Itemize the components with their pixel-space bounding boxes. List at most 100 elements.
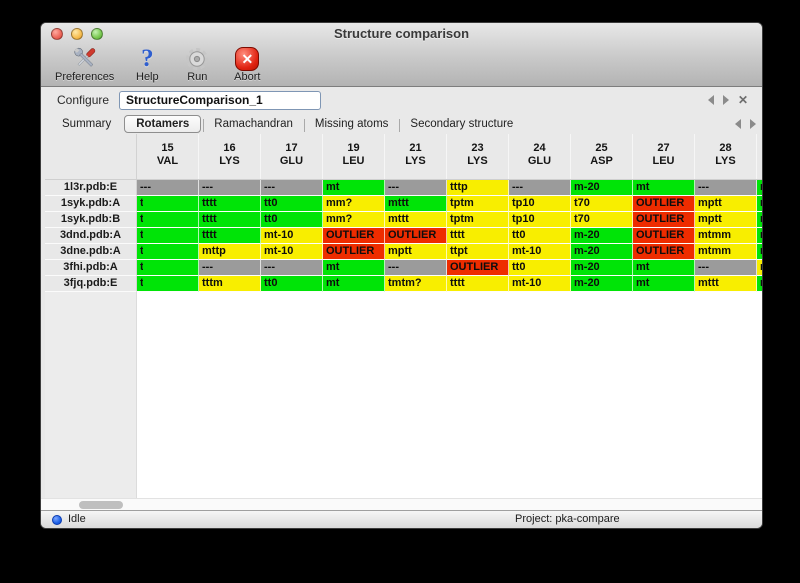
- run-button[interactable]: Run: [180, 45, 214, 83]
- rotamer-cell[interactable]: mt: [323, 276, 385, 292]
- rotamer-cell[interactable]: tptm: [447, 212, 509, 228]
- row-header[interactable]: 1syk.pdb:A: [45, 196, 137, 212]
- rotamer-cell[interactable]: mttp: [199, 244, 261, 260]
- rotamer-cell[interactable]: mt-10: [509, 244, 571, 260]
- rotamer-cell[interactable]: OUTLIER: [633, 212, 695, 228]
- rotamer-cell[interactable]: m-20: [571, 276, 633, 292]
- rotamer-cell[interactable]: tttt: [199, 196, 261, 212]
- close-window-button[interactable]: [51, 28, 63, 40]
- rotamer-cell[interactable]: mm?: [323, 212, 385, 228]
- tab-rotamers[interactable]: Rotamers: [124, 114, 202, 133]
- rotamer-cell[interactable]: mm?: [323, 196, 385, 212]
- rotamer-cell[interactable]: t: [137, 244, 199, 260]
- abort-button[interactable]: ✕ Abort: [230, 45, 264, 83]
- rotamer-cell-partial[interactable]: m: [757, 212, 762, 228]
- rotamer-cell[interactable]: t70: [571, 212, 633, 228]
- rotamer-cell[interactable]: OUTLIER: [385, 228, 447, 244]
- rotamer-cell[interactable]: tp10: [509, 212, 571, 228]
- rotamer-cell[interactable]: tttt: [447, 276, 509, 292]
- rotamer-cell[interactable]: t: [137, 228, 199, 244]
- rotamer-cell[interactable]: m-20: [571, 180, 633, 196]
- rotamer-cell[interactable]: OUTLIER: [323, 244, 385, 260]
- rotamer-cell[interactable]: mt: [633, 276, 695, 292]
- rotamer-cell-partial[interactable]: m: [757, 196, 762, 212]
- rotamer-cell[interactable]: mttt: [695, 276, 757, 292]
- rotamer-cell[interactable]: mtmm: [695, 244, 757, 260]
- rotamer-cell[interactable]: m-20: [571, 244, 633, 260]
- scrollbar-thumb[interactable]: [79, 501, 123, 509]
- rotamer-cell[interactable]: tp10: [509, 196, 571, 212]
- rotamer-cell[interactable]: t: [137, 276, 199, 292]
- rotamer-cell[interactable]: t: [137, 212, 199, 228]
- row-header[interactable]: 3fhi.pdb:A: [45, 260, 137, 276]
- rotamer-cell[interactable]: tttt: [447, 228, 509, 244]
- rotamer-cell[interactable]: mt: [323, 260, 385, 276]
- rotamer-cell[interactable]: tmtm?: [385, 276, 447, 292]
- minimize-window-button[interactable]: [71, 28, 83, 40]
- rotamer-cell-partial[interactable]: m: [757, 260, 762, 276]
- rotamer-cell[interactable]: tt0: [509, 228, 571, 244]
- rotamer-cell[interactable]: ---: [261, 260, 323, 276]
- rotamer-cell[interactable]: OUTLIER: [633, 196, 695, 212]
- rotamer-cell[interactable]: ---: [385, 260, 447, 276]
- tab-scroll-left-icon[interactable]: [735, 118, 741, 129]
- row-header[interactable]: 3fjq.pdb:E: [45, 276, 137, 292]
- close-configure-icon[interactable]: ✕: [737, 93, 748, 107]
- rotamer-cell[interactable]: ttpt: [447, 244, 509, 260]
- prev-configure-icon[interactable]: [707, 95, 714, 105]
- horizontal-scrollbar[interactable]: [41, 498, 762, 510]
- rotamer-cell[interactable]: ---: [695, 180, 757, 196]
- rotamer-cell[interactable]: m-20: [571, 228, 633, 244]
- tab-summary[interactable]: Summary: [62, 117, 112, 130]
- rotamer-cell[interactable]: ---: [695, 260, 757, 276]
- rotamer-cell[interactable]: mttt: [385, 196, 447, 212]
- rotamer-cell-partial[interactable]: m: [757, 276, 762, 292]
- rotamer-cell[interactable]: OUTLIER: [633, 244, 695, 260]
- rotamer-cell[interactable]: tttm: [199, 276, 261, 292]
- row-header[interactable]: 1syk.pdb:B: [45, 212, 137, 228]
- rotamer-cell[interactable]: tt0: [261, 212, 323, 228]
- rotamer-cell[interactable]: ---: [385, 180, 447, 196]
- rotamer-cell[interactable]: tt0: [261, 276, 323, 292]
- rotamer-cell[interactable]: t: [137, 196, 199, 212]
- rotamer-cell-partial[interactable]: m: [757, 244, 762, 260]
- rotamer-cell[interactable]: mt: [633, 260, 695, 276]
- tab-missing-atoms[interactable]: Missing atoms: [303, 116, 400, 132]
- rotamer-cell[interactable]: tttp: [447, 180, 509, 196]
- rotamer-cell[interactable]: OUTLIER: [323, 228, 385, 244]
- rotamer-cell[interactable]: mt-10: [261, 244, 323, 260]
- tab-scroll-right-icon[interactable]: [750, 118, 756, 129]
- rotamer-cell[interactable]: OUTLIER: [447, 260, 509, 276]
- tab-secondary-structure[interactable]: Secondary structure: [399, 116, 524, 132]
- rotamer-cell[interactable]: m-20: [571, 260, 633, 276]
- rotamer-cell[interactable]: mt: [323, 180, 385, 196]
- row-header[interactable]: 3dne.pdb:A: [45, 244, 137, 260]
- row-header[interactable]: 3dnd.pdb:A: [45, 228, 137, 244]
- titlebar[interactable]: Structure comparison: [41, 23, 762, 45]
- rotamer-cell[interactable]: t70: [571, 196, 633, 212]
- rotamer-cell[interactable]: tttt: [199, 212, 261, 228]
- rotamer-cell[interactable]: mt: [633, 180, 695, 196]
- zoom-window-button[interactable]: [91, 28, 103, 40]
- rotamer-cell[interactable]: tttt: [199, 228, 261, 244]
- rotamer-cell[interactable]: ---: [199, 180, 261, 196]
- rotamer-cell[interactable]: t: [137, 260, 199, 276]
- rotamer-cell-partial[interactable]: m: [757, 180, 762, 196]
- rotamer-cell[interactable]: tt0: [261, 196, 323, 212]
- row-header[interactable]: 1l3r.pdb:E: [45, 180, 137, 196]
- rotamer-cell[interactable]: OUTLIER: [633, 228, 695, 244]
- rotamer-cell[interactable]: mptt: [695, 196, 757, 212]
- rotamer-cell[interactable]: tt0: [509, 260, 571, 276]
- tab-ramachandran[interactable]: Ramachandran: [203, 116, 304, 132]
- rotamer-cell[interactable]: mt-10: [261, 228, 323, 244]
- next-configure-icon[interactable]: [722, 95, 729, 105]
- rotamer-cell[interactable]: ---: [509, 180, 571, 196]
- rotamer-cell[interactable]: mttt: [385, 212, 447, 228]
- rotamer-cell[interactable]: mptt: [695, 212, 757, 228]
- configure-name-input[interactable]: [119, 90, 322, 110]
- rotamer-cell[interactable]: mt-10: [509, 276, 571, 292]
- rotamer-cell[interactable]: ---: [199, 260, 261, 276]
- rotamer-cell[interactable]: ---: [137, 180, 199, 196]
- preferences-button[interactable]: Preferences: [55, 45, 114, 83]
- rotamer-cell[interactable]: ---: [261, 180, 323, 196]
